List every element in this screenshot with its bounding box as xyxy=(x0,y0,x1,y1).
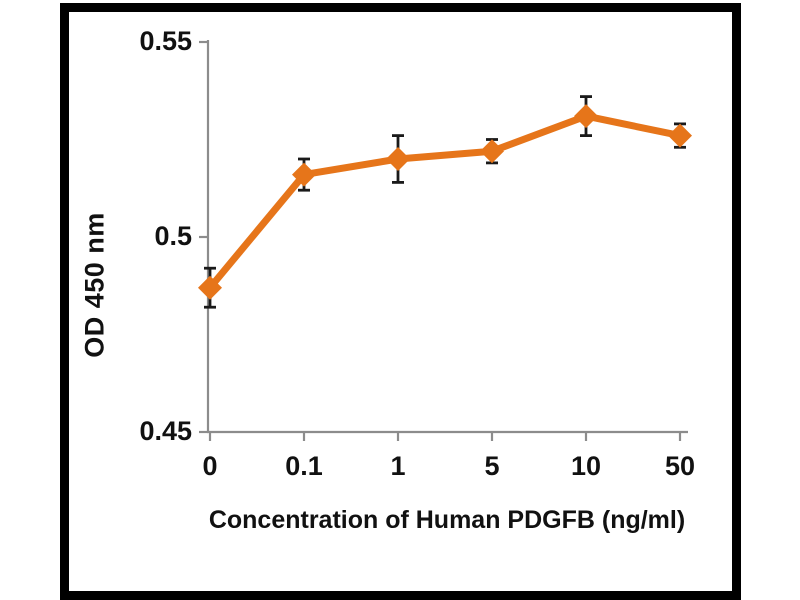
data-point-marker xyxy=(574,104,598,129)
data-point-marker xyxy=(480,139,504,164)
x-tick-label: 50 xyxy=(664,451,696,481)
x-tick-label: 5 xyxy=(484,451,500,481)
x-tick-label: 0 xyxy=(202,451,218,481)
y-tick-label: 0.5 xyxy=(154,221,192,252)
y-axis-title: OD 450 nm xyxy=(79,212,110,358)
x-tick-label: 0.1 xyxy=(285,451,323,481)
series-line xyxy=(206,112,684,292)
data-point-marker xyxy=(386,147,410,171)
x-tick-label: 10 xyxy=(570,451,602,481)
data-point-marker xyxy=(292,162,316,187)
x-tick-label: 1 xyxy=(390,451,406,481)
y-tick-label: 0.55 xyxy=(139,26,192,57)
y-tick-label: 0.45 xyxy=(139,416,192,447)
chart-frame xyxy=(60,3,741,600)
data-point-marker xyxy=(198,275,222,300)
x-axis-title: Concentration of Human PDGFB (ng/ml) xyxy=(208,506,686,534)
data-point-marker xyxy=(668,123,692,148)
